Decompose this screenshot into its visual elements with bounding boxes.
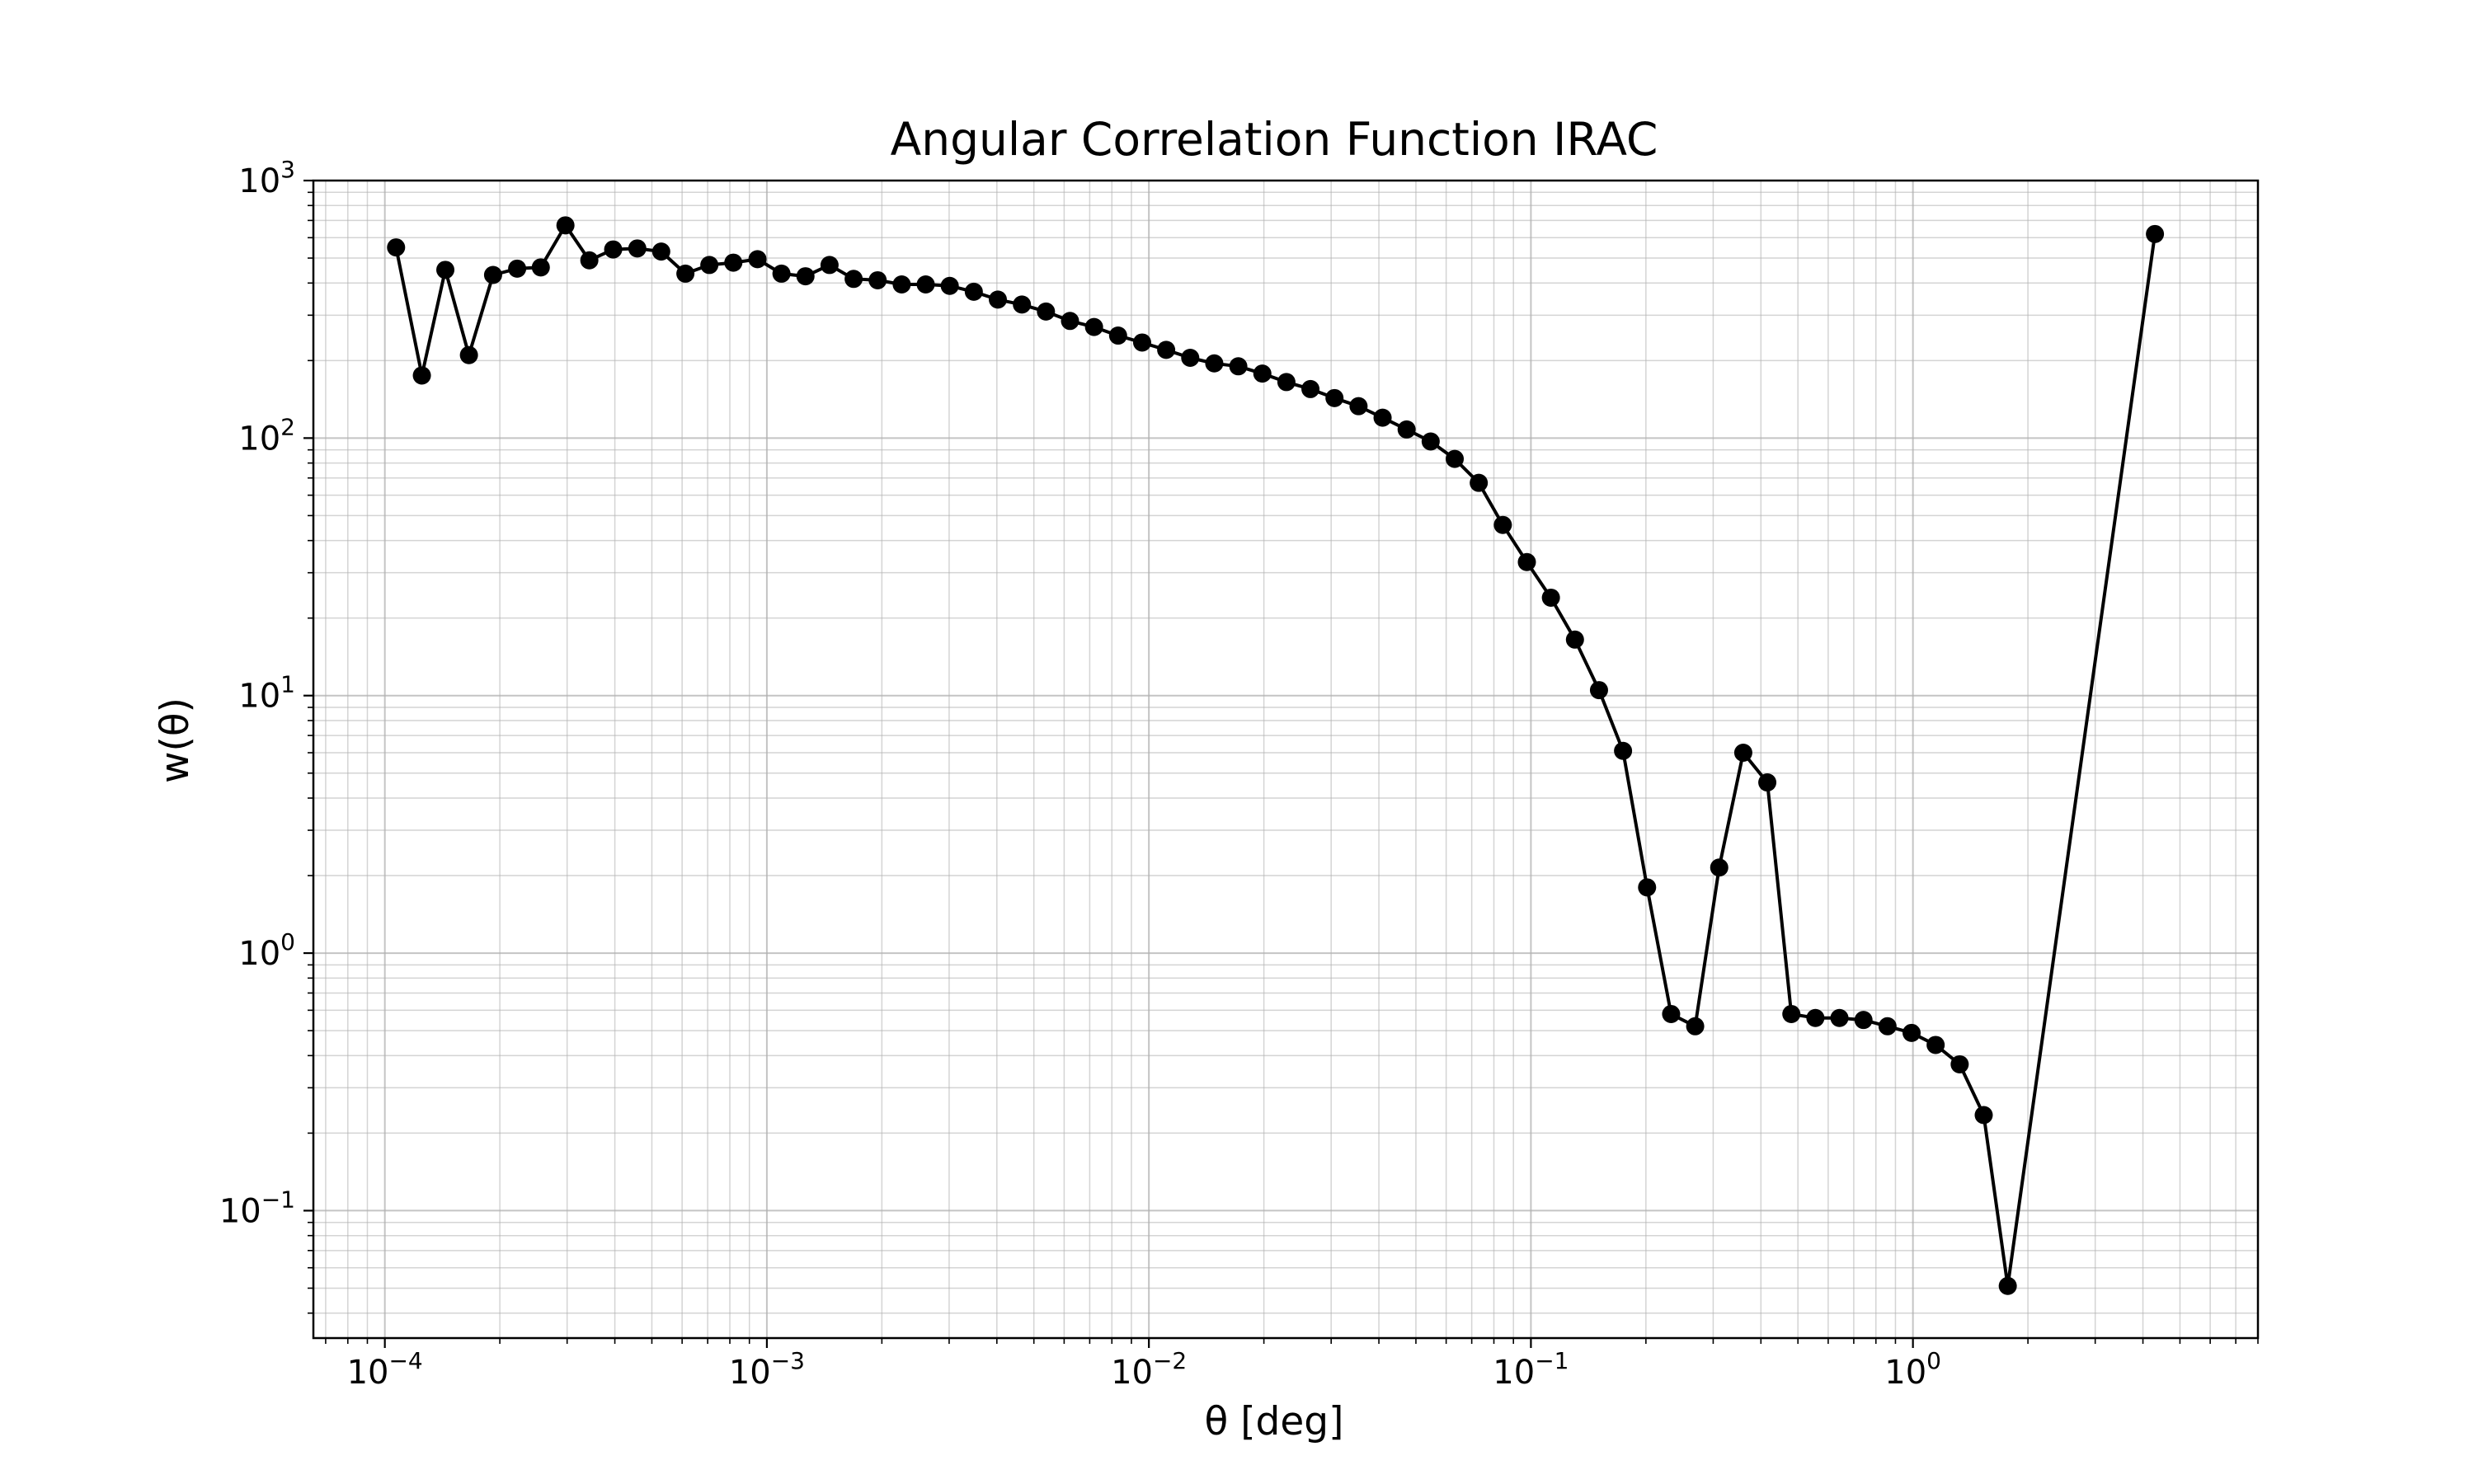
data-point bbox=[2146, 224, 2165, 243]
data-point bbox=[580, 251, 599, 270]
data-point bbox=[508, 259, 527, 278]
data-point bbox=[1205, 354, 1224, 373]
data-point bbox=[1565, 630, 1584, 649]
data-point bbox=[1614, 741, 1633, 760]
x-tick-label: 10−1 bbox=[1493, 1347, 1569, 1392]
data-point bbox=[1157, 340, 1176, 359]
data-point bbox=[1229, 357, 1248, 376]
data-point bbox=[483, 265, 502, 284]
plot-frame bbox=[312, 179, 2260, 1340]
data-point bbox=[1013, 295, 1032, 314]
data-point bbox=[748, 250, 767, 269]
data-point bbox=[1397, 420, 1416, 439]
data-point bbox=[892, 275, 911, 294]
y-axis-ticks: 10−1 100 101 102 103 bbox=[219, 156, 313, 1314]
data-point bbox=[1782, 1004, 1801, 1023]
data-point bbox=[989, 290, 1008, 309]
data-point bbox=[796, 267, 815, 286]
data-point bbox=[1301, 379, 1320, 398]
data-point bbox=[940, 276, 959, 295]
data-point bbox=[1373, 408, 1392, 427]
data-point bbox=[1084, 317, 1103, 336]
data-point bbox=[1108, 326, 1127, 345]
data-point bbox=[1974, 1106, 1993, 1125]
data-point bbox=[628, 239, 647, 258]
x-tick-label: 10−4 bbox=[347, 1347, 423, 1392]
y-tick-label: 10−1 bbox=[219, 1186, 295, 1230]
y-tick-label: 103 bbox=[238, 156, 295, 200]
data-point bbox=[916, 275, 935, 294]
data-point bbox=[1686, 1017, 1705, 1036]
data-point bbox=[1349, 397, 1368, 416]
data-point bbox=[1446, 449, 1465, 468]
data-point bbox=[676, 264, 695, 283]
data-point bbox=[1903, 1023, 1921, 1042]
x-tick-label: 10−3 bbox=[729, 1347, 805, 1392]
data-point bbox=[1878, 1017, 1897, 1036]
data-point bbox=[868, 270, 887, 289]
data-point bbox=[1638, 878, 1657, 897]
data-point bbox=[1710, 858, 1729, 877]
data-point bbox=[964, 282, 983, 301]
data-point bbox=[1589, 681, 1608, 700]
data-point bbox=[556, 216, 575, 235]
data-point bbox=[459, 345, 478, 364]
data-point bbox=[1998, 1276, 2017, 1295]
x-axis-label: θ [deg] bbox=[1205, 1399, 1344, 1444]
data-point bbox=[1037, 302, 1056, 321]
x-axis-ticks: 10−4 10−3 10−2 10−1 100 bbox=[325, 1338, 2259, 1392]
data-point bbox=[651, 242, 670, 261]
y-axis-label: w(θ) bbox=[153, 697, 198, 783]
data-point bbox=[1950, 1054, 1969, 1073]
data-point bbox=[1061, 312, 1079, 331]
x-tick-label: 10−2 bbox=[1111, 1347, 1187, 1392]
x-tick-label: 100 bbox=[1884, 1347, 1941, 1392]
data-point bbox=[1253, 364, 1272, 383]
data-point bbox=[1830, 1008, 1849, 1027]
data-point bbox=[1662, 1004, 1681, 1023]
data-point bbox=[1854, 1011, 1873, 1030]
data-point bbox=[387, 238, 406, 257]
minor-grid bbox=[313, 181, 2259, 1338]
data-point bbox=[1517, 552, 1536, 571]
data-point bbox=[436, 261, 455, 279]
data-point bbox=[1421, 432, 1440, 451]
data-point bbox=[1132, 333, 1151, 352]
data-point bbox=[1926, 1036, 1945, 1054]
data-point bbox=[1493, 515, 1512, 534]
y-tick-label: 102 bbox=[238, 413, 295, 458]
series-markers bbox=[387, 216, 2165, 1295]
data-point bbox=[1181, 348, 1200, 367]
data-point bbox=[724, 253, 743, 272]
data-point bbox=[1541, 588, 1560, 607]
chart-title: Angular Correlation Function IRAC bbox=[891, 113, 1658, 166]
data-point bbox=[772, 264, 791, 283]
data-point bbox=[412, 366, 431, 385]
data-point bbox=[700, 256, 719, 275]
data-point bbox=[1758, 773, 1777, 792]
data-point bbox=[1733, 744, 1752, 763]
data-point bbox=[1806, 1008, 1825, 1027]
data-point bbox=[1470, 473, 1489, 492]
data-point bbox=[1325, 388, 1344, 407]
data-point bbox=[844, 270, 863, 289]
data-point bbox=[531, 258, 550, 277]
y-tick-label: 101 bbox=[238, 671, 295, 716]
data-point bbox=[604, 240, 623, 259]
data-point bbox=[820, 256, 839, 275]
data-point bbox=[1277, 373, 1296, 392]
y-tick-label: 100 bbox=[238, 928, 295, 973]
